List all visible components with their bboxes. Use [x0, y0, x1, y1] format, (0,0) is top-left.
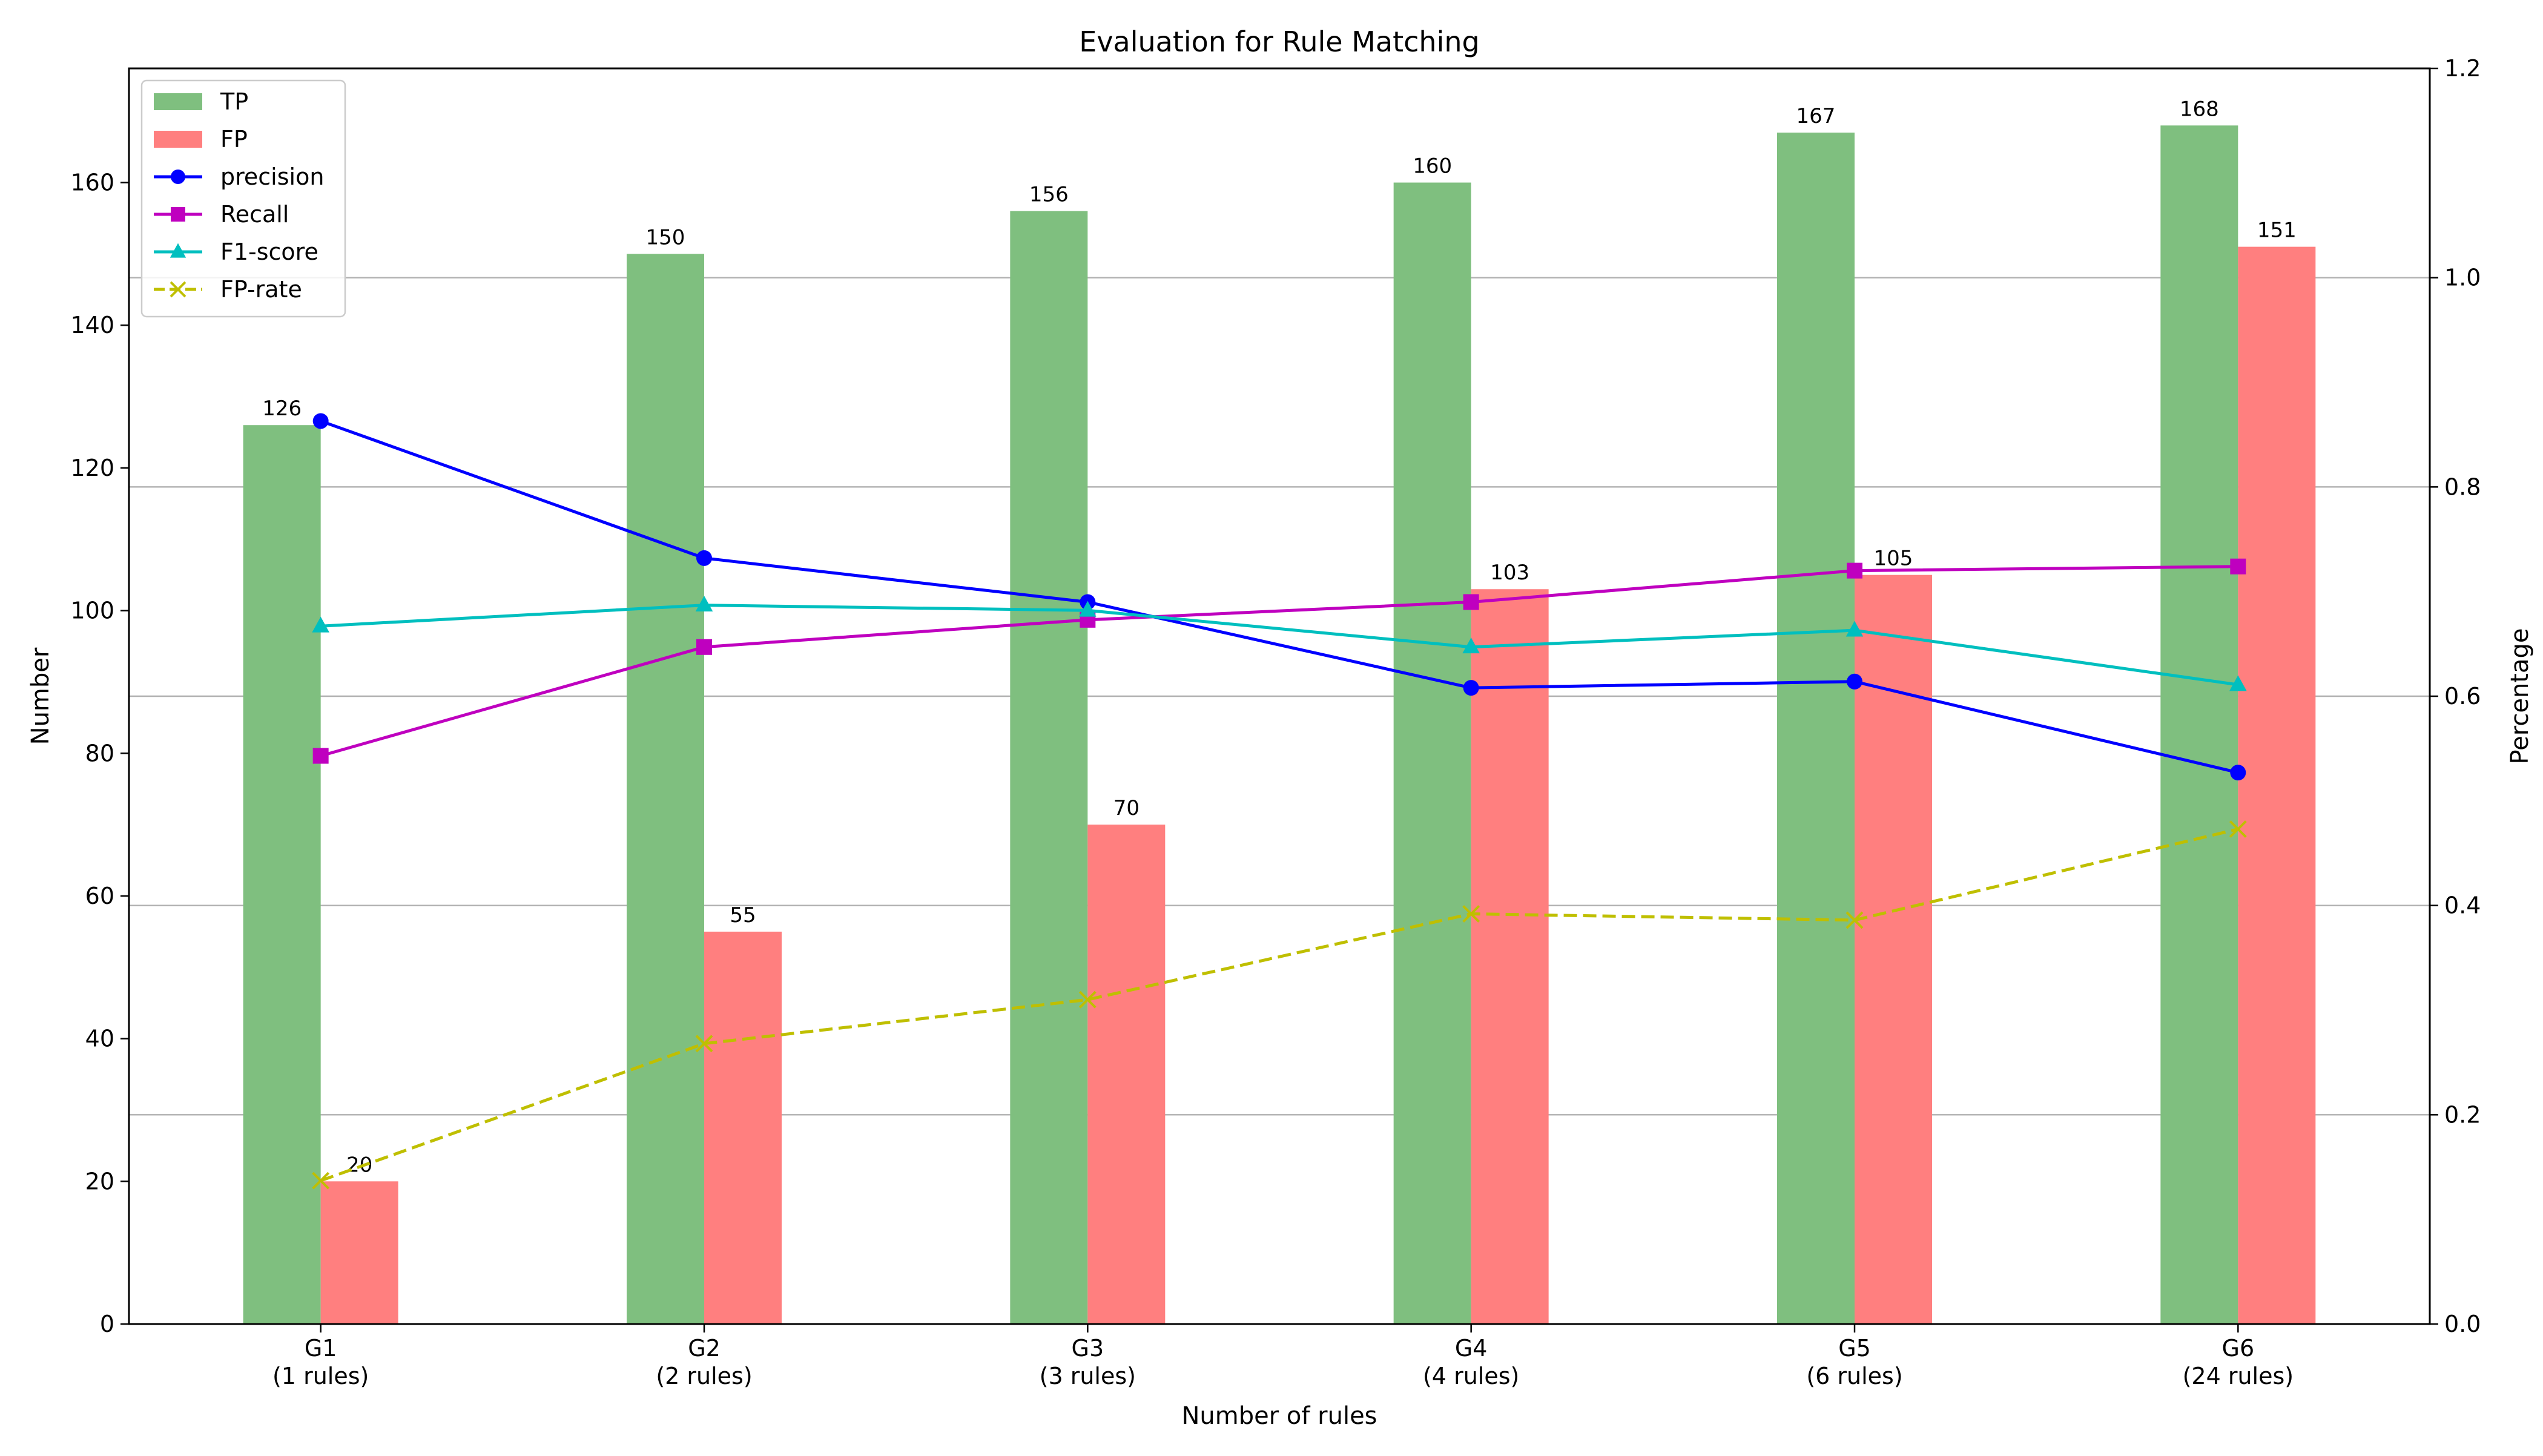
legend-marker-fp-rate — [170, 281, 186, 298]
x-tick-label: G4 (4 rules) — [1423, 1335, 1519, 1389]
point-recall-5 — [2230, 558, 2246, 575]
y2-tick-label: 1.0 — [2444, 265, 2481, 291]
point-f1-score-5 — [2229, 675, 2247, 691]
y2-tick-label: 0.0 — [2444, 1311, 2481, 1337]
data-label: 150 — [646, 225, 685, 249]
y2-axis-label: Percentage — [2506, 628, 2534, 764]
legend-swatch-fp — [154, 131, 202, 148]
bar-tp-5 — [2160, 125, 2238, 1325]
point-fp-rate-0 — [312, 1171, 330, 1190]
grid-lines — [129, 277, 2430, 1116]
point-fp-rate-5 — [2229, 820, 2247, 838]
y-tick-label: 160 — [70, 170, 114, 196]
bar-fp-4 — [1855, 575, 1932, 1325]
y-axis-label: Number — [27, 647, 54, 745]
series-line-fp-rate — [320, 828, 2238, 1182]
legend-swatch-tp — [154, 93, 202, 110]
point-recall-0 — [312, 748, 329, 764]
x-tick-label: G1 (1 rules) — [272, 1335, 369, 1389]
legend-label-f1-score: F1-score — [220, 239, 318, 265]
bar-fp-1 — [704, 931, 782, 1324]
data-label: 55 — [730, 903, 756, 927]
y-tick-label: 40 — [85, 1026, 114, 1052]
legend-label-fp-rate: FP-rate — [220, 276, 302, 303]
data-label: 167 — [1796, 104, 1836, 128]
data-label: 168 — [2180, 97, 2219, 121]
point-precision-3 — [1463, 680, 1479, 696]
legend-label-fp: FP — [220, 126, 248, 153]
y2-tick-label: 0.4 — [2444, 892, 2481, 919]
y-tick-label: 0 — [100, 1311, 114, 1337]
legend-marker-precision — [171, 170, 185, 184]
bar-tp-1 — [627, 254, 704, 1324]
x-tick-label: G5 (6 rules) — [1806, 1335, 1902, 1389]
point-fp-rate-2 — [1078, 990, 1097, 1009]
legend-label-precision: precision — [220, 163, 324, 190]
data-label: 160 — [1413, 154, 1452, 179]
y-tick-label: 20 — [85, 1168, 114, 1194]
x-tick-label: G6 (24 rules) — [2183, 1335, 2294, 1389]
y2-tick-label: 0.6 — [2444, 683, 2481, 710]
legend-marker-recall — [171, 207, 185, 222]
x-tick-label: G3 (3 rules) — [1040, 1335, 1136, 1389]
point-f1-score-3 — [1462, 637, 1480, 654]
point-f1-score-2 — [1079, 601, 1097, 617]
x-tick-label: G2 (2 rules) — [656, 1335, 752, 1389]
series-lines — [312, 413, 2247, 1190]
chart-title: Evaluation for Rule Matching — [1079, 25, 1479, 58]
point-precision-4 — [1847, 673, 1862, 690]
data-label: 156 — [1029, 183, 1069, 207]
point-recall-3 — [1463, 594, 1479, 610]
legend-marker-f1-score — [170, 243, 186, 258]
bar-tp-2 — [1010, 211, 1088, 1324]
point-f1-score-0 — [312, 616, 329, 633]
data-label: 151 — [2257, 219, 2297, 243]
legend-label-tp: TP — [220, 88, 248, 115]
point-f1-score-4 — [1845, 621, 1864, 637]
legend-label-recall: Recall — [220, 201, 289, 228]
y-tick-label: 140 — [70, 312, 114, 338]
series-line-recall — [320, 565, 2238, 757]
point-recall-4 — [1847, 562, 1862, 579]
point-fp-rate-4 — [1845, 911, 1864, 929]
data-label: 105 — [1874, 547, 1913, 571]
series-line-f1-score — [320, 604, 2238, 687]
axes: 0 20 40 60 80 100 120 140 160 0.0 0.2 0.4 0.6 0.8 1.0 1… — [70, 55, 2481, 1389]
y-tick-label: 80 — [85, 740, 114, 766]
point-f1-score-1 — [695, 596, 713, 612]
bar-tp-3 — [1393, 182, 1471, 1325]
point-precision-0 — [312, 413, 329, 429]
data-label: 103 — [1490, 561, 1529, 585]
y-tick-label: 100 — [70, 598, 114, 624]
bar-tp-0 — [243, 425, 321, 1324]
point-fp-rate-1 — [695, 1035, 713, 1053]
bar-fp-0 — [320, 1181, 398, 1324]
bar-fp-5 — [2238, 246, 2316, 1324]
y2-tick-label: 1.2 — [2444, 55, 2481, 82]
y-tick-label: 60 — [85, 883, 114, 909]
point-precision-1 — [696, 550, 712, 566]
series-line-precision — [320, 420, 2238, 774]
point-recall-1 — [696, 639, 712, 655]
y2-tick-label: 0.8 — [2444, 473, 2481, 500]
point-precision-5 — [2230, 765, 2246, 781]
x-axis-label: Number of rules — [1181, 1402, 1377, 1430]
y-tick-label: 120 — [70, 455, 114, 481]
data-label: 70 — [1113, 796, 1140, 820]
bar-tp-4 — [1777, 133, 1855, 1324]
legend: TP FP precision Recall F1-score FP-rate — [140, 79, 346, 318]
point-fp-rate-3 — [1462, 905, 1480, 923]
data-label: 126 — [262, 397, 302, 421]
y2-tick-label: 0.2 — [2444, 1101, 2481, 1128]
bar-fp-3 — [1471, 589, 1549, 1324]
bar-fp-2 — [1087, 825, 1166, 1324]
